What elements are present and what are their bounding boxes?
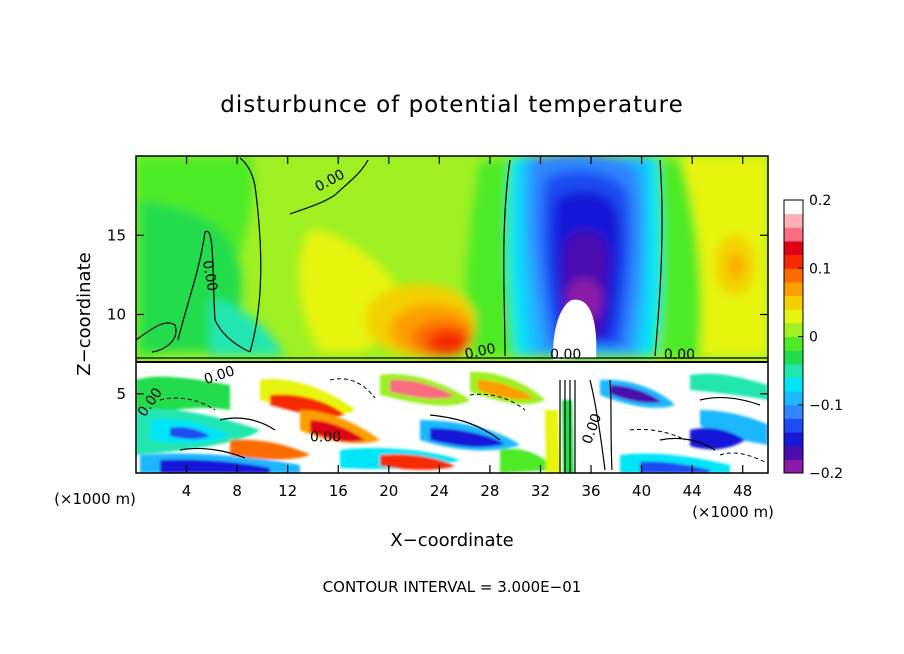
- colorbar-swatch: [784, 445, 803, 460]
- colorbar-swatch: [784, 350, 803, 365]
- x-unit-right: (×1000 m): [692, 503, 774, 521]
- chart-title: disturbunce of potential temperature: [220, 92, 684, 118]
- colorbar-swatch: [784, 418, 803, 433]
- colorbar-swatch: [784, 391, 803, 406]
- colorbar-swatch: [784, 240, 803, 256]
- x-axis-label: X−coordinate: [390, 530, 513, 551]
- x-axis: 4 8 12 16 20 24 28 32 36 40 44 48: [182, 156, 752, 500]
- contour-label: 0.00: [310, 429, 341, 445]
- y-axis: 5 10 15: [107, 226, 768, 403]
- x-tick-label: 8: [232, 482, 242, 500]
- x-tick-label: 48: [733, 482, 752, 500]
- colorbar-swatch: [784, 322, 803, 337]
- colorbar-tick-label: 0.1: [809, 261, 831, 277]
- colorbar-swatch: [784, 363, 803, 378]
- colorbar-tick-label: 0.2: [809, 193, 831, 209]
- x-tick-label: 16: [329, 482, 348, 500]
- x-tick-label: 44: [683, 482, 702, 500]
- colorbar-swatch: [784, 309, 803, 324]
- y-axis-label: Z−coordinate: [74, 252, 95, 375]
- contour-label: 0.00: [463, 341, 497, 363]
- contour-label: 0.00: [550, 347, 581, 363]
- x-tick-label: 24: [430, 482, 449, 500]
- colorbar-swatch: [784, 213, 803, 228]
- y-tick-label: 5: [116, 385, 126, 403]
- colorbar-tick-label: −0.1: [809, 398, 843, 414]
- x-tick-label: 40: [632, 482, 651, 500]
- colorbar-swatch: [784, 432, 803, 447]
- colorbar-swatch: [784, 281, 803, 297]
- colorbar-tick-label: −0.2: [809, 466, 843, 482]
- x-tick-label: 36: [581, 482, 600, 500]
- colorbar-swatch: [784, 295, 803, 310]
- colorbar-swatch: [784, 404, 803, 419]
- contour-label: 0.00: [664, 347, 695, 363]
- x-tick-label: 20: [379, 482, 398, 500]
- contour-label: 0.00: [199, 259, 220, 292]
- x-tick-label: 12: [278, 482, 297, 500]
- x-tick-label: 32: [531, 482, 550, 500]
- colorbar-swatch: [784, 254, 803, 269]
- y-tick-label: 10: [107, 306, 126, 324]
- colorbar-swatch: [784, 336, 803, 351]
- colorbar-tick-label: 0: [809, 330, 818, 346]
- colorbar-swatch: [784, 200, 803, 215]
- x-tick-label: 4: [182, 482, 192, 500]
- x-tick-label: 28: [480, 482, 499, 500]
- colorbar-swatch: [784, 377, 803, 392]
- x-unit-left: (×1000 m): [54, 490, 136, 508]
- contour-field: 0.000.000.000.000.000.00 0.00 0.000.00: [136, 156, 768, 473]
- contour-interval-note: CONTOUR INTERVAL = 3.000E−01: [323, 578, 582, 596]
- colorbar-swatch: [784, 268, 803, 283]
- y-tick-label: 15: [107, 226, 126, 244]
- colorbar: 0.2 0.1 0 −0.1 −0.2: [783, 193, 843, 482]
- colorbar-swatch: [784, 227, 803, 242]
- colorbar-swatch: [784, 459, 803, 474]
